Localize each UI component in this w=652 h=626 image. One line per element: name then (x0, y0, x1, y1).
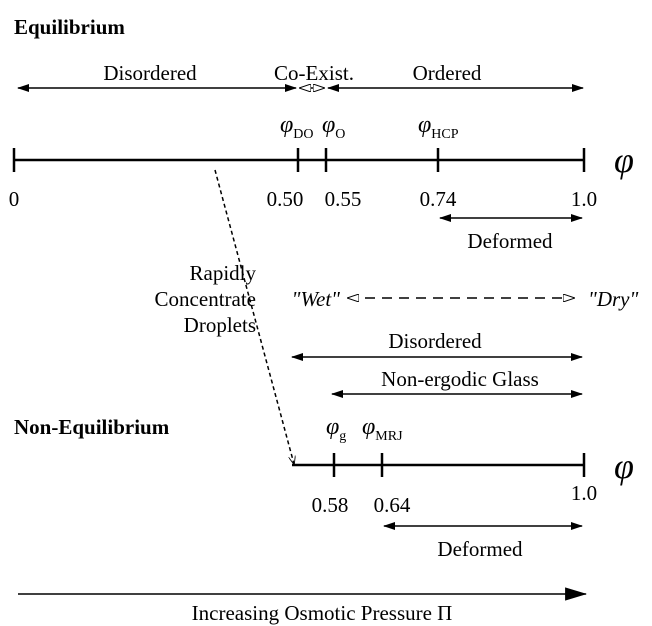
axis-symbol: φ (614, 140, 634, 180)
phi-label: φMRJ (362, 414, 403, 444)
tick-label: 0.50 (267, 187, 304, 211)
axis-symbol: φ (614, 446, 634, 486)
phi-label: φDO (280, 112, 314, 142)
label: "Dry" (588, 287, 638, 311)
tick-label: 0.64 (374, 493, 411, 517)
heading: Equilibrium (14, 15, 125, 39)
label: Non-ergodic Glass (381, 367, 539, 391)
phi-label: φg (326, 414, 346, 444)
tick-label: 0 (9, 187, 20, 211)
region-label: Disordered (103, 61, 197, 85)
label: Concentrate (155, 287, 256, 311)
tick-label: 1.0 (571, 481, 597, 505)
region-label: Co-Exist. (274, 61, 354, 85)
dashed-arrow (214, 169, 294, 464)
phi-label: φHCP (418, 112, 459, 142)
label: Deformed (467, 229, 553, 253)
label: Droplets (184, 313, 256, 337)
label: "Wet" (292, 287, 341, 311)
tick-label: 0.74 (420, 187, 457, 211)
label: Deformed (437, 537, 523, 561)
tick-label: 0.55 (325, 187, 362, 211)
tick-label: 1.0 (571, 187, 597, 211)
tick-label: 0.58 (312, 493, 349, 517)
heading: Non-Equilibrium (14, 415, 170, 439)
label: Disordered (388, 329, 482, 353)
label: Increasing Osmotic Pressure Π (192, 601, 453, 625)
region-label: Ordered (413, 61, 482, 85)
phi-label: φO (322, 112, 345, 142)
label: Rapidly (190, 261, 257, 285)
